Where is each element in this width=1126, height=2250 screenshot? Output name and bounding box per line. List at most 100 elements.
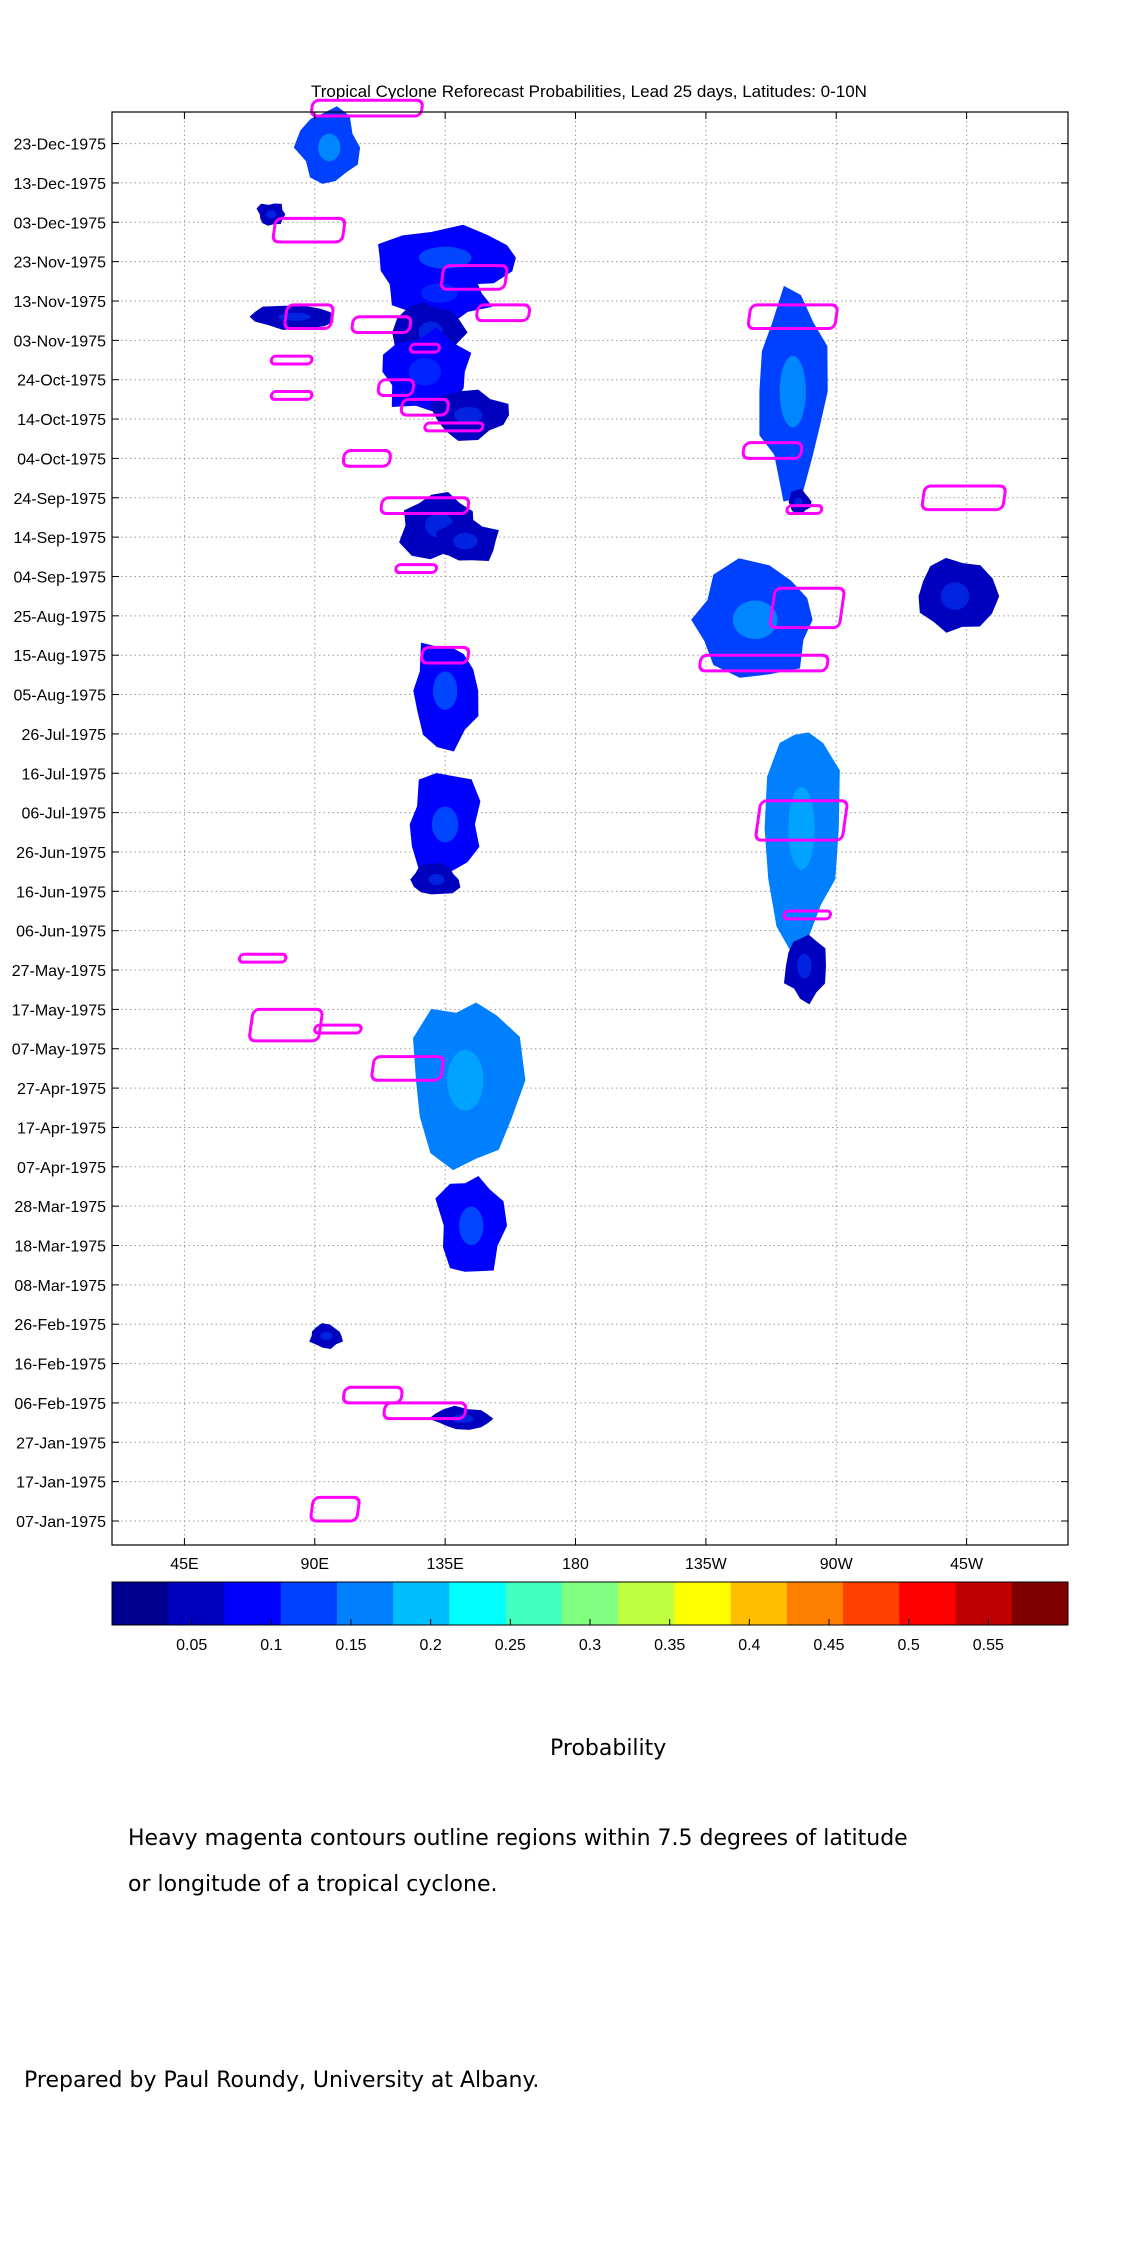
colorbar-tick-label: 0.15 bbox=[335, 1637, 366, 1654]
colorbar-label: Probability bbox=[550, 1736, 667, 1761]
cyclone-contour bbox=[269, 390, 314, 401]
colorbar-tick-label: 0.25 bbox=[495, 1637, 526, 1654]
cyclone-contour bbox=[309, 1495, 361, 1523]
cyclone-contour bbox=[379, 496, 471, 516]
y-tick-label: 07-May-1975 bbox=[12, 1042, 106, 1059]
colorbar-tick-label: 0.55 bbox=[973, 1637, 1004, 1654]
chart-title: Tropical Cyclone Reforecast Probabilitie… bbox=[311, 82, 867, 101]
x-tick-label: 90W bbox=[820, 1556, 854, 1573]
cyclone-contour bbox=[271, 216, 347, 244]
credit-text: Prepared by Paul Roundy, University at A… bbox=[24, 2068, 540, 2093]
probability-core bbox=[421, 283, 458, 303]
y-tick-label: 17-May-1975 bbox=[12, 1002, 106, 1019]
y-tick-label: 06-Jun-1975 bbox=[16, 924, 106, 941]
cyclone-contour bbox=[408, 342, 441, 354]
y-tick-label: 23-Nov-1975 bbox=[14, 255, 107, 272]
probability-core bbox=[797, 953, 812, 979]
colorbar-segment bbox=[899, 1582, 957, 1625]
cyclone-contour bbox=[920, 484, 1007, 512]
colorbar-segment bbox=[505, 1582, 563, 1625]
cyclone-contour bbox=[283, 303, 335, 331]
y-tick-label: 04-Sep-1975 bbox=[13, 569, 106, 586]
y-tick-label: 06-Feb-1975 bbox=[14, 1396, 106, 1413]
colorbar-segment bbox=[618, 1582, 675, 1625]
y-tick-label: 16-Jul-1975 bbox=[22, 766, 107, 783]
probability-core bbox=[418, 246, 472, 269]
probability-core bbox=[779, 355, 806, 428]
cyclone-contour bbox=[420, 645, 471, 665]
cyclone-contour bbox=[269, 354, 314, 366]
cyclone-contour bbox=[394, 563, 439, 575]
note-line-1: Heavy magenta contours outline regions w… bbox=[128, 1826, 908, 1851]
colorbar: 0.05 0.1 0.15 0.2 0.25 0.3 0.35 0.4 0.45 0.5 0.55 bbox=[111, 1581, 1069, 1654]
cyclone-contour bbox=[746, 303, 839, 331]
probability-core bbox=[447, 1049, 484, 1111]
colorbar-segment bbox=[112, 1582, 169, 1625]
y-tick-label: 24-Sep-1975 bbox=[13, 491, 106, 508]
y-tick-label: 06-Jul-1975 bbox=[22, 806, 107, 823]
plot-background bbox=[112, 112, 1068, 1545]
cyclone-contour bbox=[475, 303, 532, 323]
x-tick-label: 135W bbox=[685, 1556, 728, 1573]
y-tick-label: 23-Dec-1975 bbox=[14, 137, 107, 154]
probability-core bbox=[431, 806, 459, 843]
y-tick-label: 18-Mar-1975 bbox=[14, 1239, 106, 1256]
cyclone-contour bbox=[350, 315, 413, 334]
y-tick-label: 27-May-1975 bbox=[12, 963, 106, 980]
cyclone-contour bbox=[310, 98, 424, 118]
colorbar-segment bbox=[449, 1582, 507, 1625]
probability-core bbox=[432, 671, 458, 710]
colorbar-tick-label: 0.35 bbox=[654, 1637, 685, 1654]
colorbar-segment bbox=[393, 1582, 450, 1625]
y-tick-label: 25-Aug-1975 bbox=[13, 609, 106, 626]
cyclone-contour bbox=[376, 378, 416, 397]
colorbar-segment bbox=[336, 1582, 394, 1625]
colorbar-segment bbox=[561, 1582, 619, 1625]
colorbar-segment bbox=[224, 1582, 282, 1625]
y-tick-label: 04-Oct-1975 bbox=[17, 451, 106, 468]
probability-core bbox=[278, 312, 311, 321]
y-tick-label: 13-Dec-1975 bbox=[14, 176, 107, 193]
y-tick-label: 03-Nov-1975 bbox=[14, 333, 107, 350]
colorbar-segment bbox=[674, 1582, 732, 1625]
y-tick-label: 26-Jul-1975 bbox=[22, 727, 107, 744]
cyclone-contour bbox=[313, 1023, 363, 1035]
colorbar-tick-label: 0.05 bbox=[176, 1637, 207, 1654]
y-tick-label: 28-Mar-1975 bbox=[14, 1199, 106, 1216]
x-tick-label: 135E bbox=[426, 1556, 463, 1573]
y-tick-label: 16-Feb-1975 bbox=[14, 1357, 106, 1374]
colorbar-segment bbox=[1011, 1582, 1069, 1625]
probability-core bbox=[788, 787, 815, 870]
probability-core bbox=[940, 582, 970, 610]
cyclone-contour bbox=[782, 909, 833, 921]
x-tick-label: 45E bbox=[170, 1556, 198, 1573]
y-tick-label: 08-Mar-1975 bbox=[14, 1278, 106, 1295]
y-tick-label: 27-Jan-1975 bbox=[16, 1435, 106, 1452]
y-tick-label: 16-Jun-1975 bbox=[16, 884, 106, 901]
y-tick-label: 13-Nov-1975 bbox=[14, 294, 107, 311]
colorbar-tick-label: 0.5 bbox=[898, 1637, 920, 1654]
y-tick-label: 03-Dec-1975 bbox=[14, 215, 107, 232]
cyclone-contour bbox=[370, 1055, 445, 1082]
x-tick-label: 180 bbox=[562, 1556, 589, 1573]
cyclone-contour bbox=[399, 397, 450, 417]
grid-lines bbox=[112, 112, 1068, 1545]
probability-core bbox=[320, 1331, 333, 1341]
probability-core bbox=[453, 532, 478, 550]
cyclone-contour bbox=[382, 1401, 468, 1421]
colorbar-segment bbox=[168, 1582, 225, 1625]
colorbar-segment bbox=[786, 1582, 844, 1625]
probability-core bbox=[794, 497, 803, 506]
cyclone-contour bbox=[741, 441, 804, 460]
y-tick-label: 15-Aug-1975 bbox=[13, 648, 106, 665]
y-tick-label: 17-Jan-1975 bbox=[16, 1475, 106, 1492]
cyclone-contour bbox=[768, 586, 846, 630]
colorbar-tick-label: 0.1 bbox=[260, 1637, 282, 1654]
colorbar-segment bbox=[730, 1582, 788, 1625]
y-tick-label: 26-Jun-1975 bbox=[16, 845, 106, 862]
y-tick-label: 26-Feb-1975 bbox=[14, 1317, 106, 1334]
y-axis-ticks: 07-Jan-1975 17-Jan-1975 27-Jan-1975 06-Feb-… bbox=[12, 137, 1068, 1531]
y-tick-label: 07-Apr-1975 bbox=[17, 1160, 106, 1177]
cyclone-contour bbox=[439, 264, 509, 291]
